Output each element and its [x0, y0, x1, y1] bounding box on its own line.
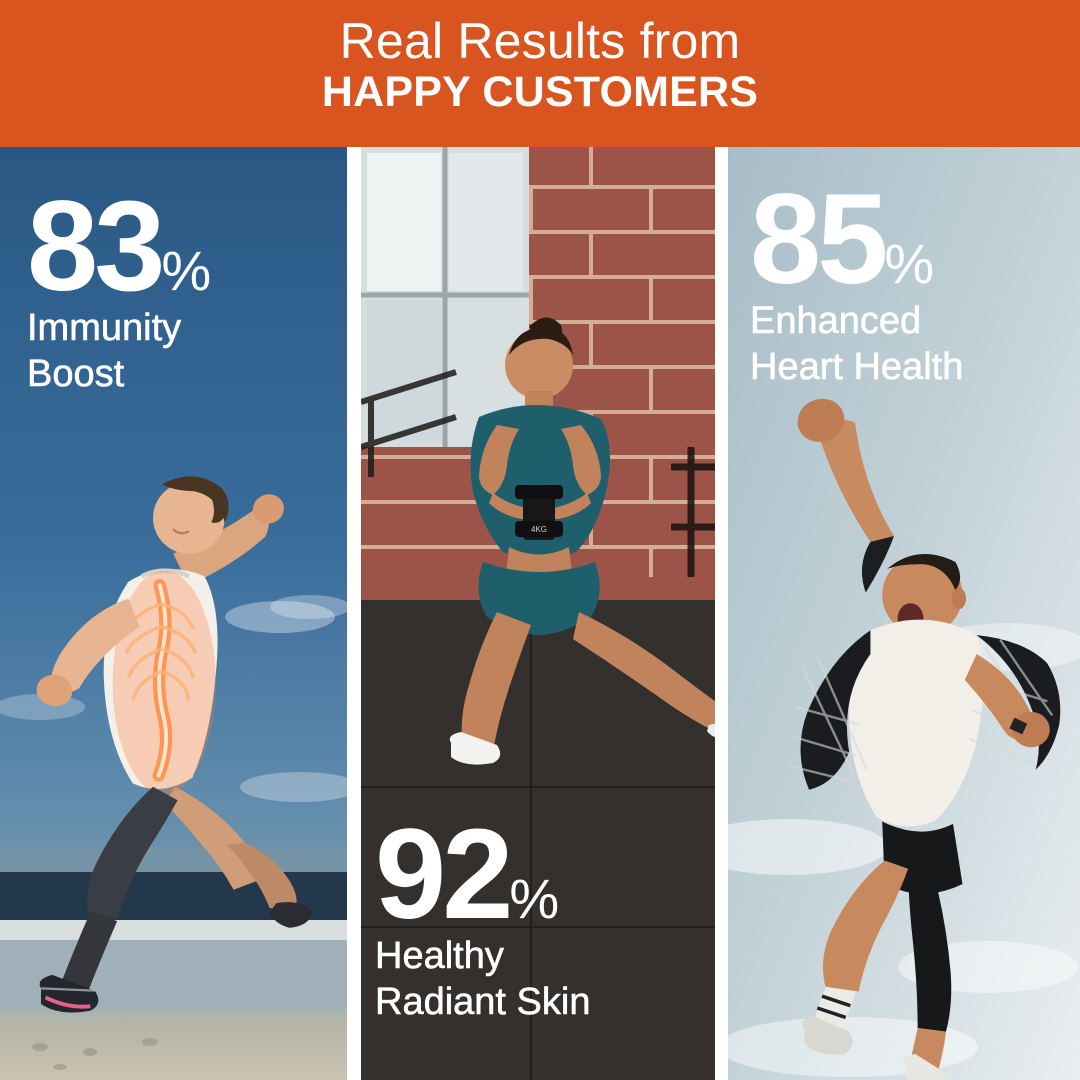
svg-text:4KG: 4KG [531, 525, 547, 534]
